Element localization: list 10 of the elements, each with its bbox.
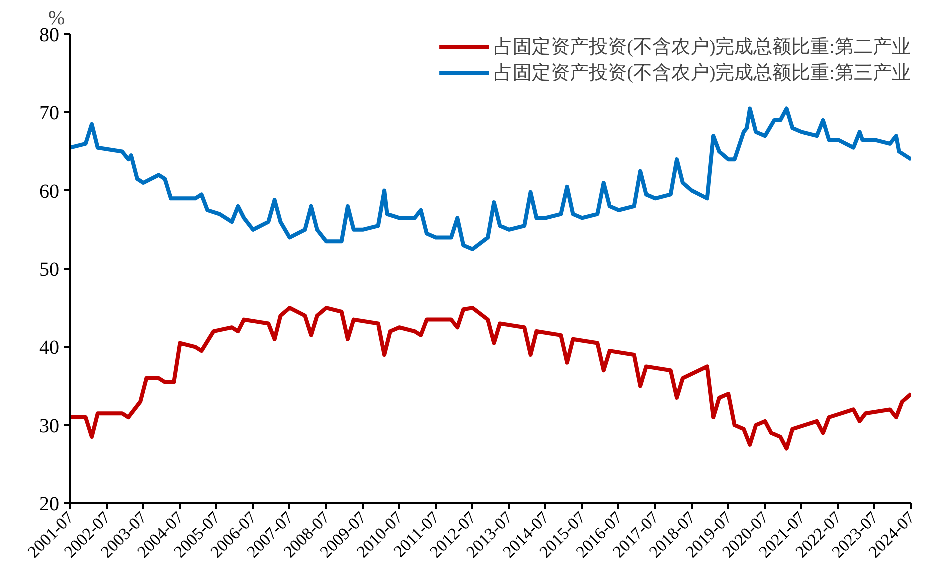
y-tick-label: 60 [40,180,60,203]
y-tick-label: 50 [40,259,60,281]
line-series [70,306,912,451]
y-tick-label: 30 [40,415,60,438]
y-tick-label: 40 [40,337,60,360]
y-tick-label: 70 [40,102,60,125]
line-series [70,106,912,252]
legend-label: 占固定资产投资(不含农户)完成总额比重:第三产业 [494,62,911,86]
legend-label: 占固定资产投资(不含农户)完成总额比重:第二产业 [494,36,911,60]
y-tick-label: 20 [40,494,60,516]
